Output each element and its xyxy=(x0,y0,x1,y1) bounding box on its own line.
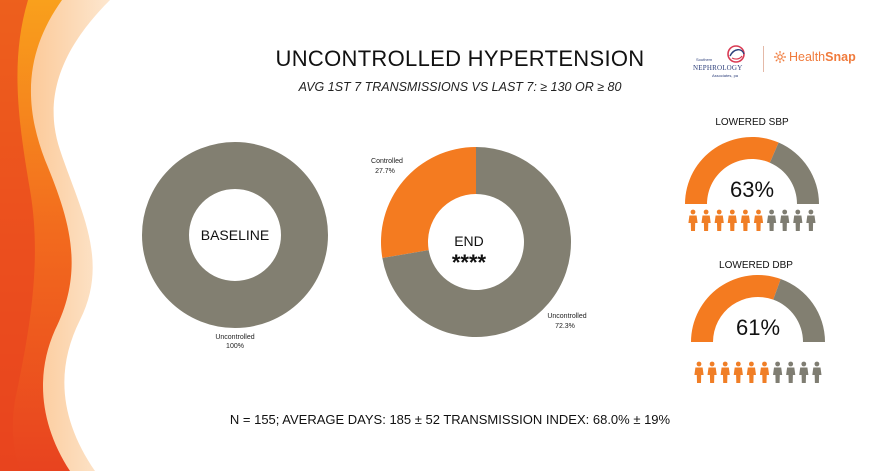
person-icon xyxy=(720,361,730,383)
donut-slice-value-uncontrolled-end: 72.3% xyxy=(555,323,575,330)
person-icon xyxy=(707,361,717,383)
person-head-icon xyxy=(729,209,735,215)
donut-slice-value-controlled: 27.7% xyxy=(375,168,395,175)
footer-summary: N = 155; AVERAGE DAYS: 185 ± 52 TRANSMIS… xyxy=(229,412,671,427)
person-icon xyxy=(793,209,803,231)
donut-slice-uncontrolled xyxy=(382,147,571,338)
person-head-icon xyxy=(756,209,761,215)
person-icon xyxy=(812,361,822,383)
donut-slice-controlled xyxy=(381,147,476,259)
donut-slice-label-controlled: Controlled xyxy=(371,158,403,165)
person-icon xyxy=(759,361,770,383)
person-body-icon xyxy=(733,367,743,383)
person-icon xyxy=(799,361,809,383)
gauge-value-sbp: 63% xyxy=(730,177,774,202)
person-body-icon xyxy=(812,367,822,383)
person-head-icon xyxy=(749,361,754,367)
gauge-remainder-dbp xyxy=(773,278,825,342)
person-icon xyxy=(746,361,756,383)
person-icon xyxy=(786,361,796,383)
person-head-icon xyxy=(769,209,774,215)
donut-center-label-end: END xyxy=(454,233,484,249)
nephrology-logo-icon xyxy=(727,45,745,63)
person-head-icon xyxy=(801,361,807,367)
person-icon xyxy=(767,209,777,231)
donut-slice-uncontrolled xyxy=(142,142,328,328)
person-body-icon xyxy=(714,215,724,231)
gauge-fill-dbp xyxy=(691,275,781,342)
person-icon xyxy=(806,209,816,231)
person-head-icon xyxy=(788,361,794,367)
person-head-icon xyxy=(743,209,748,215)
person-body-icon xyxy=(720,367,730,383)
gauge-value-dbp: 61% xyxy=(736,315,780,340)
person-icon xyxy=(773,361,783,383)
person-head-icon xyxy=(696,361,702,367)
person-head-icon xyxy=(775,361,780,367)
person-head-icon xyxy=(795,209,801,215)
person-head-icon xyxy=(735,361,741,367)
person-head-icon xyxy=(722,361,728,367)
person-body-icon xyxy=(707,367,717,383)
person-body-icon xyxy=(701,215,711,231)
person-icon xyxy=(714,209,724,231)
person-icon xyxy=(733,361,743,383)
gauge-fill-sbp xyxy=(685,137,779,204)
healthsnap-logo-text: HealthSnap xyxy=(789,50,856,64)
gauge-remainder-sbp xyxy=(769,142,819,204)
healthsnap-logo-text-a: Health xyxy=(789,50,826,64)
gauge-title-sbp: LOWERED SBP xyxy=(715,117,789,128)
page-subtitle: AVG 1ST 7 TRANSMISSIONS VS LAST 7: ≥ 130… xyxy=(298,80,622,94)
donut-center-significance: **** xyxy=(452,250,487,275)
person-icon xyxy=(688,209,698,231)
person-body-icon xyxy=(767,215,777,231)
person-head-icon xyxy=(808,209,814,215)
person-body-icon xyxy=(786,367,796,383)
person-icon xyxy=(727,209,737,231)
person-body-icon xyxy=(727,215,737,231)
page-title: UNCONTROLLED HYPERTENSION xyxy=(275,46,645,71)
person-body-icon xyxy=(746,367,756,383)
healthsnap-logo-icon xyxy=(774,51,786,63)
donut-slice-label-uncontrolled-end: Uncontrolled xyxy=(547,313,586,320)
person-body-icon xyxy=(799,367,809,383)
person-icon xyxy=(701,209,711,231)
person-head-icon xyxy=(709,361,715,367)
person-icon xyxy=(753,209,764,231)
person-icon xyxy=(694,361,704,383)
person-head-icon xyxy=(716,209,722,215)
person-body-icon xyxy=(694,367,704,383)
person-head-icon xyxy=(814,361,820,367)
person-body-icon xyxy=(773,367,783,383)
nephrology-logo-sub-text: Associates, pa xyxy=(712,73,739,78)
donut-slice-value-uncontrolled: 100% xyxy=(226,343,244,350)
healthsnap-logo-text-b: Snap xyxy=(825,50,856,64)
donut-slice-label-uncontrolled: Uncontrolled xyxy=(215,334,254,341)
person-body-icon xyxy=(759,367,770,383)
person-head-icon xyxy=(703,209,709,215)
person-body-icon xyxy=(740,215,750,231)
person-icon xyxy=(740,209,750,231)
person-body-icon xyxy=(780,215,790,231)
person-head-icon xyxy=(782,209,788,215)
logo-divider xyxy=(763,46,764,72)
person-head-icon xyxy=(690,209,696,215)
person-body-icon xyxy=(753,215,764,231)
person-body-icon xyxy=(793,215,803,231)
person-body-icon xyxy=(806,215,816,231)
nephrology-logo-small-text: Southern xyxy=(696,57,713,62)
person-icon xyxy=(780,209,790,231)
donut-center-label-baseline: BASELINE xyxy=(201,227,269,243)
gauge-title-dbp: LOWERED DBP xyxy=(719,260,793,271)
person-body-icon xyxy=(688,215,698,231)
nephrology-logo-text: NEPHROLOGY xyxy=(693,64,743,72)
person-head-icon xyxy=(762,361,767,367)
